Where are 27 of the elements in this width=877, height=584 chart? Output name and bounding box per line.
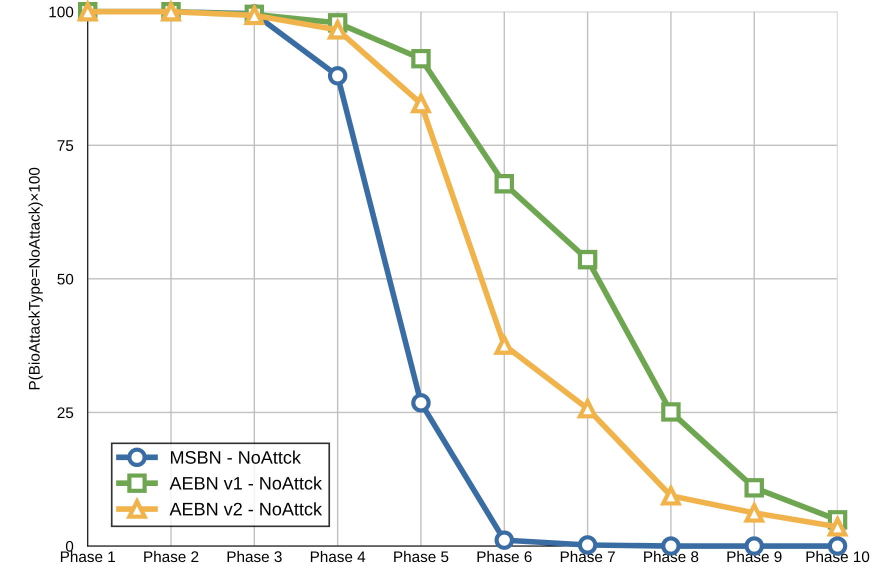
x-tick-label: Phase 7 bbox=[560, 550, 615, 562]
x-tick-label: Phase 2 bbox=[144, 550, 198, 562]
y-tick-label: 25 bbox=[58, 407, 74, 418]
y-axis-title: P(BioAttackType=NoAttack)×100 bbox=[28, 168, 43, 390]
point bbox=[744, 478, 764, 498]
x-tick-label: Phase 6 bbox=[478, 550, 532, 562]
point bbox=[578, 250, 598, 270]
point bbox=[494, 530, 514, 550]
point bbox=[661, 402, 681, 422]
x-tick-label: Phase 10 bbox=[806, 550, 870, 562]
y-tick-label: 0 bbox=[66, 540, 74, 552]
y-tick-label: 75 bbox=[58, 140, 74, 151]
x-tick-label: Phase 4 bbox=[310, 550, 366, 562]
x-tick-label: Phase 5 bbox=[394, 550, 448, 562]
y-tick-label: 50 bbox=[57, 274, 74, 285]
x-tick-label: Phase 9 bbox=[727, 550, 782, 562]
point bbox=[411, 393, 431, 413]
x-tick-label: Phase 8 bbox=[644, 550, 698, 562]
y-tick-label: 100 bbox=[49, 6, 74, 18]
point bbox=[328, 66, 348, 86]
point bbox=[494, 174, 514, 194]
x-tick-label: Phase 1 bbox=[60, 550, 115, 562]
legend-label: AEBN v1 - NoAttck bbox=[170, 476, 322, 490]
legend-label: AEBN v2 - NoAttck bbox=[170, 502, 322, 516]
x-tick-label: Phase 3 bbox=[228, 550, 282, 562]
legend-label: MSBN - NoAttck bbox=[170, 450, 301, 464]
point bbox=[411, 48, 431, 68]
